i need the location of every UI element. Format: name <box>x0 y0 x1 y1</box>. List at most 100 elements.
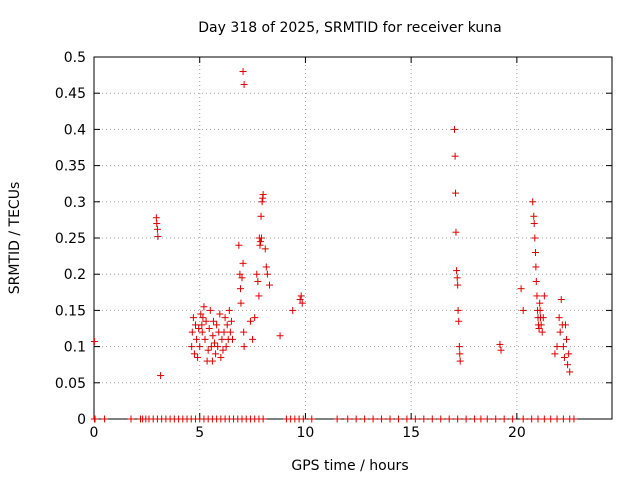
data-point <box>299 415 307 423</box>
data-point <box>246 317 254 325</box>
data-point <box>208 357 216 365</box>
data-point <box>394 415 402 423</box>
x-tick-label: 0 <box>90 425 99 441</box>
data-point <box>90 338 98 346</box>
data-point <box>496 340 504 348</box>
data-point <box>556 328 564 336</box>
data-point <box>557 296 565 304</box>
data-point <box>538 328 546 336</box>
data-point <box>236 270 244 278</box>
y-axis-title: SRMTID / TECUs <box>7 182 23 295</box>
data-point <box>207 343 215 351</box>
data-point <box>193 335 201 343</box>
data-point <box>297 292 305 300</box>
y-tick-label: 0.15 <box>55 303 86 319</box>
data-point <box>212 350 220 358</box>
data-point <box>194 353 202 361</box>
y-tick-label: 0.2 <box>64 267 86 283</box>
data-point <box>455 317 463 325</box>
data-point <box>296 296 304 304</box>
data-point <box>227 317 235 325</box>
data-point <box>191 321 199 329</box>
data-point <box>551 350 559 358</box>
data-point <box>378 415 386 423</box>
data-point <box>197 310 205 318</box>
data-point <box>190 350 198 358</box>
data-point <box>462 415 470 423</box>
data-point <box>561 321 569 329</box>
data-point <box>453 267 461 275</box>
data-point <box>239 259 247 267</box>
data-point <box>555 314 563 322</box>
data-point <box>249 335 257 343</box>
data-point <box>257 212 265 220</box>
data-point <box>532 277 540 285</box>
data-point <box>369 415 377 423</box>
axis-ticks: 0 0.05 0.1 0.15 0.2 0.25 0.3 0.35 0.4 0.45 0.5 0 5 10… <box>55 50 612 441</box>
data-point <box>450 125 458 133</box>
y-tick-label: 0.3 <box>64 195 86 211</box>
data-point <box>437 415 445 423</box>
data-point <box>454 415 462 423</box>
data-point <box>517 285 525 293</box>
y-tick-label: 0.4 <box>64 122 86 138</box>
data-point <box>211 339 219 347</box>
data-point <box>289 306 297 314</box>
data-point <box>451 152 459 160</box>
data-point <box>214 343 222 351</box>
data-point <box>201 335 209 343</box>
data-point <box>403 415 411 423</box>
data-point <box>154 233 162 241</box>
data-point <box>258 198 266 206</box>
x-axis-title: GPS time / hours <box>291 458 408 474</box>
data-point <box>492 415 500 423</box>
data-point <box>205 325 213 332</box>
y-tick-label: 0.35 <box>55 159 86 175</box>
data-point <box>217 353 225 361</box>
chart-title: Day 318 of 2025, SRMTID for receiver kun… <box>198 20 501 36</box>
data-point <box>536 306 544 314</box>
data-point <box>500 415 508 423</box>
data-point <box>533 292 541 300</box>
data-point <box>566 368 574 376</box>
data-point <box>240 328 248 336</box>
data-point <box>519 415 527 423</box>
data-point <box>361 415 369 423</box>
data-point <box>240 81 248 89</box>
data-point <box>221 314 229 322</box>
data-point <box>261 245 269 253</box>
data-point <box>226 328 234 336</box>
data-point <box>564 361 572 369</box>
data-point <box>257 234 265 242</box>
data-point <box>90 415 98 423</box>
data-point <box>428 415 436 423</box>
y-tick-label: 0.45 <box>55 86 86 102</box>
data-point <box>570 415 578 423</box>
data-point <box>519 306 527 314</box>
data-point <box>276 332 284 340</box>
data-point <box>200 303 208 311</box>
x-tick-label: 10 <box>297 425 315 441</box>
data-point <box>563 335 571 343</box>
data-point <box>445 415 453 423</box>
data-point <box>202 317 210 325</box>
data-point <box>265 281 273 289</box>
data-point <box>216 310 224 318</box>
data-point <box>263 270 271 278</box>
data-point <box>308 415 316 423</box>
data-point <box>333 415 341 423</box>
data-point <box>528 415 536 423</box>
data-point <box>411 415 419 423</box>
data-point <box>497 346 505 354</box>
data-point <box>237 299 245 307</box>
data-point <box>559 415 567 423</box>
data-point <box>547 415 555 423</box>
data-point <box>483 415 491 423</box>
data-point <box>560 353 568 361</box>
data-point <box>537 321 545 329</box>
data-point <box>240 343 248 351</box>
data-point <box>101 415 109 423</box>
data-point <box>262 263 270 271</box>
y-tick-label: 0.1 <box>64 340 86 356</box>
